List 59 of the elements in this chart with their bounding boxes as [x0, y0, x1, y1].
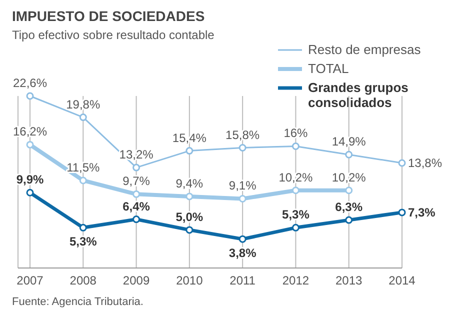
point [292, 142, 300, 150]
point [292, 186, 300, 194]
point [238, 235, 246, 243]
data-label: 19,8% [66, 97, 100, 112]
data-label: 6,3% [335, 200, 363, 214]
data-label: 9,9% [16, 172, 44, 187]
point [238, 194, 246, 202]
legend-label: Grandes grupos consolidados [308, 80, 410, 110]
legend-label: TOTAL [308, 61, 349, 76]
x-tick-label: 2008 [70, 274, 97, 288]
point [345, 150, 353, 158]
x-tick-label: 2007 [16, 274, 44, 288]
point [132, 190, 140, 198]
data-label: 16% [284, 126, 308, 140]
point [345, 186, 353, 194]
chart-subtitle: Tipo efectivo sobre resultado contable [12, 28, 214, 42]
data-label: 5,3% [69, 234, 98, 249]
data-label: 16,2% [12, 124, 48, 139]
legend-label: Resto de empresas [308, 42, 421, 57]
point [345, 216, 353, 224]
data-label: 9,7% [122, 174, 150, 188]
data-label: 10,2% [332, 170, 366, 184]
point [26, 140, 34, 148]
point [292, 224, 300, 232]
data-label: 3,8% [228, 246, 257, 260]
x-tick-label: 2010 [176, 274, 204, 288]
data-label: 6,4% [122, 199, 150, 214]
point [79, 176, 87, 184]
point [238, 144, 246, 152]
data-label: 15,8% [226, 128, 260, 142]
x-tick-label: 2009 [122, 274, 150, 288]
x-tick-label: 2014 [388, 274, 416, 288]
data-label: 13,8% [408, 156, 442, 170]
point [26, 92, 34, 100]
data-label: 5,3% [282, 208, 310, 222]
point [398, 208, 406, 216]
data-label: 15,4% [172, 130, 207, 145]
data-label: 22,6% [12, 76, 48, 90]
source-note: Fuente: Agencia Tributaria. [12, 296, 144, 308]
x-tick-label: 2013 [336, 274, 363, 288]
point [186, 192, 194, 200]
x-tick-label: 2011 [230, 274, 256, 288]
data-label: 9,4% [176, 176, 204, 190]
point [26, 188, 34, 196]
chart-title: IMPUESTO DE SOCIEDADES [12, 8, 205, 24]
data-label: 14,9% [332, 134, 366, 149]
point [132, 164, 140, 172]
data-label: 9,1% [228, 178, 257, 193]
point [79, 224, 87, 232]
point [186, 226, 194, 234]
x-tick-label: 2012 [282, 274, 310, 288]
point [398, 159, 406, 167]
data-label: 5,0% [176, 210, 204, 224]
data-label: 7,3% [408, 205, 436, 220]
data-label: 10,2% [278, 170, 314, 184]
point [186, 147, 194, 155]
data-label: 11,5% [66, 160, 100, 174]
point [132, 216, 140, 224]
point [79, 114, 87, 122]
